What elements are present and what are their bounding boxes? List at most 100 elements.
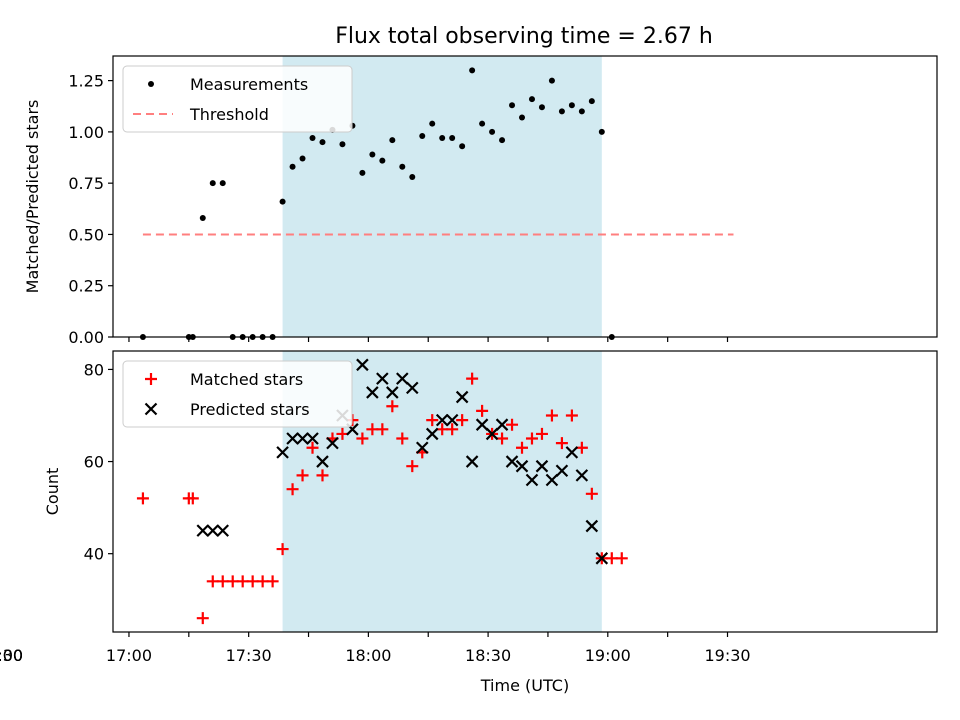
matched-stars-point [466, 372, 479, 385]
predicted-stars-point [455, 390, 469, 404]
matched-stars-point [286, 483, 299, 496]
matched-stars-point [276, 543, 289, 556]
y-tick-label: 40 [84, 545, 104, 564]
legend-label: Threshold [189, 105, 269, 124]
matched-stars-point [506, 418, 519, 431]
predicted-stars-point [595, 552, 609, 565]
measurement-point [289, 163, 296, 170]
x-tick-label: 18:00 [345, 646, 391, 665]
measurement-point [509, 102, 516, 109]
measurement-point [568, 102, 575, 109]
y-axis-label: Count [43, 468, 62, 516]
predicted-stars-point [515, 459, 529, 473]
matched-stars-point [406, 460, 419, 473]
legend-label: Matched stars [190, 370, 303, 389]
legend-box [122, 360, 353, 428]
matched-stars-point [516, 441, 529, 454]
x-tick-label: 17:00 [106, 646, 152, 665]
predicted-stars-point [555, 464, 569, 478]
y-tick-label: 0.75 [68, 174, 104, 193]
predicted-stars-point [196, 524, 210, 537]
predicted-stars-point [286, 432, 299, 445]
measurement-point [429, 120, 436, 127]
measurement-point [399, 163, 406, 170]
predicted-stars-point [316, 455, 329, 468]
predicted-stars-point [435, 413, 449, 427]
matched-stars-point [446, 423, 459, 436]
x-axis-label: Time (UTC) [480, 676, 569, 695]
predicted-stars-point [276, 446, 289, 459]
measurement-point [558, 108, 565, 115]
legend-label: Measurements [190, 75, 308, 94]
measurement-point [578, 108, 585, 115]
x-tick-label: 19:00 [585, 646, 631, 665]
matched-stars-point [565, 409, 578, 422]
y-tick-label: 60 [84, 453, 104, 472]
x-tick-label: 21:00 [0, 646, 23, 665]
measurement-point [439, 135, 446, 142]
predicted-stars-point [495, 418, 509, 431]
x-tick-label: 19:30 [704, 646, 750, 665]
predicted-stars-point [485, 427, 499, 441]
y-tick-label: 1.25 [68, 72, 104, 91]
x-tick-label: 17:30 [226, 646, 272, 665]
matched-stars-point [296, 469, 309, 482]
measurement-point [339, 141, 346, 148]
predicted-stars-point [425, 427, 439, 441]
measurement-point [469, 67, 476, 74]
measurement-point [598, 128, 605, 135]
measurement-point [538, 104, 545, 111]
predicted-stars-point [376, 372, 389, 385]
predicted-stars-point [505, 455, 519, 468]
matched-stars-point [386, 400, 399, 413]
measurement-point [279, 198, 286, 205]
legend-box [122, 65, 353, 133]
measurement-point [409, 174, 416, 181]
predicted-stars-point [545, 473, 559, 487]
matched-stars-point [585, 487, 598, 500]
measurement-point [528, 96, 535, 103]
y-tick-label: 80 [84, 360, 104, 379]
predicted-stars-point [396, 372, 409, 385]
measurement-point [309, 135, 316, 142]
measurement-point [499, 137, 506, 144]
measurement-point [209, 180, 216, 187]
predicted-stars-point [206, 524, 220, 537]
measurement-point [389, 137, 396, 144]
y-tick-label: 0.50 [68, 225, 104, 244]
x-tick-label: 18:30 [465, 646, 511, 665]
matched-stars-point [555, 437, 568, 450]
matched-stars-point [396, 432, 409, 445]
predicted-stars-point [475, 418, 489, 431]
measurement-point [479, 120, 486, 127]
legend-label: Predicted stars [190, 400, 310, 419]
legend-matched-marker [145, 373, 157, 385]
predicted-stars-point [465, 455, 479, 468]
predicted-stars-point [405, 381, 419, 395]
matched-stars-point [426, 414, 439, 427]
measurement-point [459, 143, 466, 150]
measurement-point [449, 135, 456, 142]
predicted-stars-point [386, 386, 399, 399]
predicted-stars-point [525, 473, 539, 487]
matched-stars-point [316, 469, 329, 482]
y-tick-label: 0.25 [68, 277, 104, 296]
matched-stars-point [545, 409, 558, 422]
y-axis-label: Matched/Predicted stars [23, 100, 42, 294]
matched-stars-point [186, 492, 199, 505]
measurement-point [319, 139, 326, 146]
top-axes: 0.00 0.25 0.50 0.75 1.00 1.25 Matched/Predicte… [23, 55, 938, 347]
y-tick-label: 1.00 [68, 123, 104, 142]
matched-stars-point [535, 427, 548, 440]
matched-stars-point [456, 414, 469, 427]
x-tick-label: 20:00 [0, 646, 23, 665]
predicted-stars-point [296, 432, 309, 445]
y-tick-label: 0.00 [68, 328, 104, 347]
predicted-stars-point [565, 446, 579, 459]
legend-predicted-marker [144, 402, 158, 416]
measurement-point [548, 77, 555, 84]
predicted-stars-point [216, 524, 230, 537]
measurement-point [219, 180, 226, 187]
matched-stars-point [525, 432, 538, 445]
